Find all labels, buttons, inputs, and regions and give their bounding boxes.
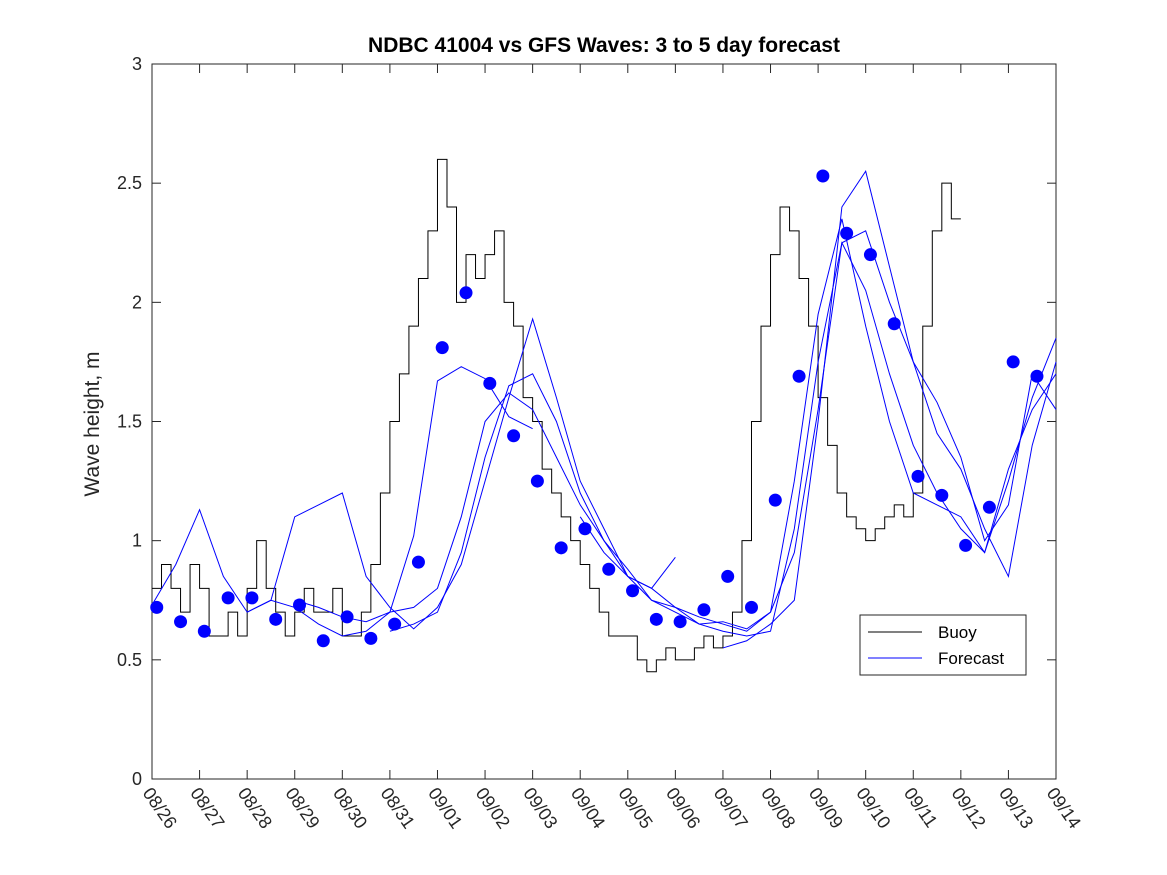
forecast-point <box>911 469 925 483</box>
forecast-point <box>459 286 473 300</box>
forecast-point <box>649 612 663 626</box>
forecast-point <box>697 603 711 617</box>
forecast-point <box>411 555 425 569</box>
forecast-point <box>792 369 806 383</box>
legend-forecast-label: Forecast <box>938 649 1004 668</box>
y-tick-label: 3 <box>132 54 142 74</box>
forecast-point <box>673 615 687 629</box>
chart-title: NDBC 41004 vs GFS Waves: 3 to 5 day fore… <box>368 34 840 57</box>
forecast-point <box>269 612 283 626</box>
forecast-point <box>721 569 735 583</box>
y-tick-label: 2 <box>132 292 142 312</box>
forecast-point <box>863 248 877 262</box>
forecast-line <box>151 366 533 637</box>
forecast-point <box>935 488 949 502</box>
forecast-point <box>174 615 188 629</box>
y-tick-label: 1 <box>132 531 142 551</box>
forecast-point <box>768 493 782 507</box>
forecast-point <box>388 617 402 631</box>
forecast-point <box>364 631 378 645</box>
forecast-line <box>722 170 1057 649</box>
forecast-line <box>246 317 676 630</box>
forecast-point <box>221 591 235 605</box>
y-tick-label: 1.5 <box>117 412 142 432</box>
y-axis: 0 0.5 1 1.5 2 2.5 3 <box>117 54 1056 789</box>
forecast-point <box>887 317 901 331</box>
buoy-line <box>152 158 961 673</box>
forecast-point <box>1006 355 1020 369</box>
forecast-point <box>507 429 521 443</box>
legend: Buoy Forecast <box>859 614 1027 676</box>
forecast-point <box>554 541 568 555</box>
plot-content <box>150 158 1057 673</box>
forecast-point <box>483 376 497 390</box>
forecast-point <box>840 226 854 240</box>
buoy-series <box>152 158 961 673</box>
legend-box <box>859 614 1027 676</box>
forecast-points <box>150 169 1044 648</box>
forecast-point <box>602 562 616 576</box>
forecast-point <box>744 600 758 614</box>
forecast-point <box>816 169 830 183</box>
forecast-point <box>435 341 449 355</box>
forecast-point <box>150 600 164 614</box>
forecast-point <box>340 610 354 624</box>
forecast-point <box>197 624 211 638</box>
forecast-point <box>959 538 973 552</box>
forecast-point <box>982 500 996 514</box>
forecast-point <box>292 598 306 612</box>
forecast-point <box>626 584 640 598</box>
forecast-line <box>389 241 1057 637</box>
y-tick-label: 0 <box>132 769 142 789</box>
forecast-point <box>578 522 592 536</box>
forecast-point <box>245 591 259 605</box>
forecast-line <box>579 230 1057 632</box>
forecast-point <box>316 634 330 648</box>
forecast-point <box>1030 369 1044 383</box>
y-tick-label: 0.5 <box>117 650 142 670</box>
forecast-point <box>530 474 544 488</box>
forecast-series <box>151 170 1057 649</box>
y-tick-label: 2.5 <box>117 173 142 193</box>
y-axis-label: Wave height, m <box>81 351 104 496</box>
legend-buoy-label: Buoy <box>938 623 977 642</box>
